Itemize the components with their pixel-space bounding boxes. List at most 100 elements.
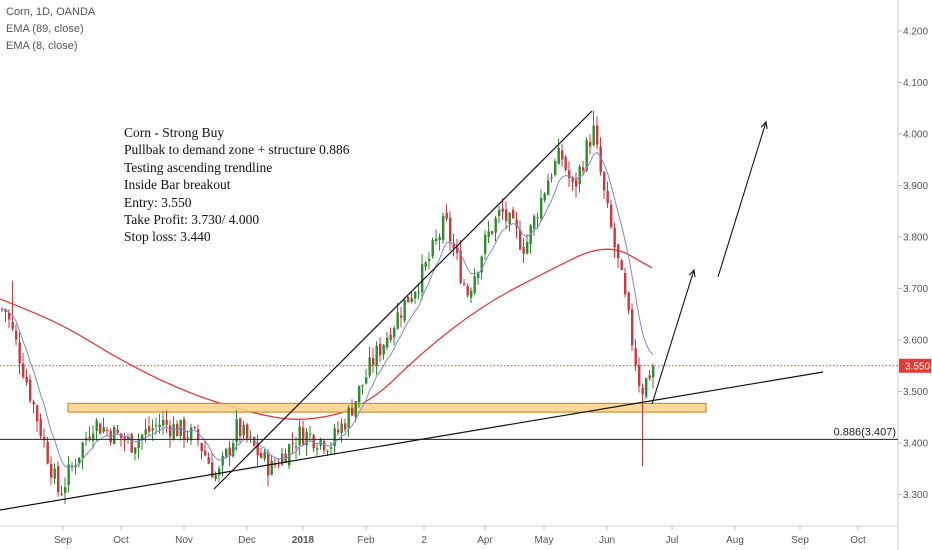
ascending-trendline xyxy=(0,371,824,511)
time-tick-label: Apr xyxy=(477,535,493,546)
candle-down xyxy=(536,217,539,219)
candle-up xyxy=(71,465,74,468)
candle-down xyxy=(407,296,410,303)
candle-down xyxy=(312,435,315,449)
candle-up xyxy=(473,276,476,293)
trade-annotation[interactable]: Corn - Strong Buy Pullbak to demand zone… xyxy=(124,124,349,246)
candle-up xyxy=(431,239,434,257)
candle-down xyxy=(29,379,32,401)
candle-up xyxy=(358,385,361,403)
candle-down xyxy=(50,463,53,478)
candle-up xyxy=(414,291,417,299)
candle-down xyxy=(169,425,172,437)
candle-up xyxy=(494,218,497,233)
projection-arrow-1 xyxy=(651,269,695,405)
candle-up xyxy=(529,225,532,245)
candle-up xyxy=(361,384,364,386)
candle-down xyxy=(25,376,28,383)
candle-down xyxy=(32,401,35,405)
price-tick-label: 3.300 xyxy=(903,490,928,501)
candle-up xyxy=(141,434,144,440)
candle-up xyxy=(298,426,301,445)
candle-up xyxy=(330,447,333,449)
demand-zone xyxy=(67,402,707,413)
candle-up xyxy=(347,407,350,429)
price-tick-label: 3.400 xyxy=(903,439,928,450)
candle-up xyxy=(410,298,413,302)
candle-down xyxy=(596,125,599,145)
ema8-legend-label[interactable]: EMA (8, close) xyxy=(6,40,78,52)
candle-up xyxy=(295,446,298,448)
candle-up xyxy=(78,457,81,464)
candle-down xyxy=(599,146,602,173)
candle-down xyxy=(519,229,522,250)
candle-down xyxy=(603,172,606,191)
time-tick-label: Feb xyxy=(357,535,375,546)
candle-up xyxy=(305,431,308,446)
candle-down xyxy=(18,342,21,364)
candle-down xyxy=(515,219,518,228)
fib-level-label: 0.886(3.407) xyxy=(834,426,896,438)
candle-up xyxy=(365,377,368,384)
candle-down xyxy=(197,429,200,441)
candle-up xyxy=(554,161,557,175)
candle-down xyxy=(638,365,641,387)
candle-up xyxy=(242,424,245,436)
candle-down xyxy=(564,156,567,170)
candle-up xyxy=(53,468,56,479)
annotation-line: Inside Bar breakout xyxy=(124,177,231,193)
candle-up xyxy=(375,345,378,366)
candle-up xyxy=(498,209,501,216)
annotation-line: Pullbak to demand zone + structure 0.886 xyxy=(124,142,350,158)
projection-arrow-1-head xyxy=(688,268,696,278)
candle-up xyxy=(81,442,84,458)
candle-up xyxy=(652,366,655,378)
candle-down xyxy=(379,343,382,356)
annotation-line: Testing ascending trendline xyxy=(124,159,273,175)
candle-down xyxy=(452,242,455,248)
candle-down xyxy=(46,441,49,464)
current-price-tag xyxy=(899,358,931,373)
candle-up xyxy=(354,401,357,417)
candle-up xyxy=(309,433,312,435)
candle-down xyxy=(505,209,508,222)
candle-up xyxy=(67,464,70,485)
candle-down xyxy=(491,231,494,234)
candle-down xyxy=(4,309,7,312)
candle-down xyxy=(256,442,259,456)
labels-layer: 0.886(3.407) 3.550 xyxy=(834,358,931,438)
candle-up xyxy=(134,447,137,454)
time-tick-label: 2 xyxy=(421,535,427,546)
candle-up xyxy=(340,423,343,433)
candle-down xyxy=(582,167,585,171)
candle-up xyxy=(368,357,371,376)
candle-down xyxy=(284,453,287,463)
candle-down xyxy=(456,246,459,254)
time-tick-label: Jun xyxy=(599,535,615,546)
candle-up xyxy=(540,197,543,219)
candle-up xyxy=(487,231,490,237)
candle-down xyxy=(613,227,616,248)
candle-up xyxy=(645,378,648,397)
candle-up xyxy=(221,455,224,466)
candle-up xyxy=(508,212,511,225)
price-tick-label: 3.600 xyxy=(903,336,928,347)
candle-down xyxy=(466,286,469,296)
candle-down xyxy=(8,312,11,320)
candle-up xyxy=(162,419,165,426)
time-tick-label: Sep xyxy=(54,535,72,546)
candle-down xyxy=(239,418,242,437)
symbol-title[interactable]: Corn, 1D, OANDA xyxy=(6,6,96,18)
candle-up xyxy=(235,419,238,443)
candle-up xyxy=(396,312,399,329)
ema89-legend-label[interactable]: EMA (89, close) xyxy=(6,23,84,35)
candle-down xyxy=(634,348,637,366)
candle-down xyxy=(57,466,60,493)
candle-down xyxy=(39,418,42,437)
candle-up xyxy=(92,433,95,441)
candle-down xyxy=(116,429,119,433)
candle-up xyxy=(190,427,193,441)
candle-down xyxy=(200,443,203,452)
